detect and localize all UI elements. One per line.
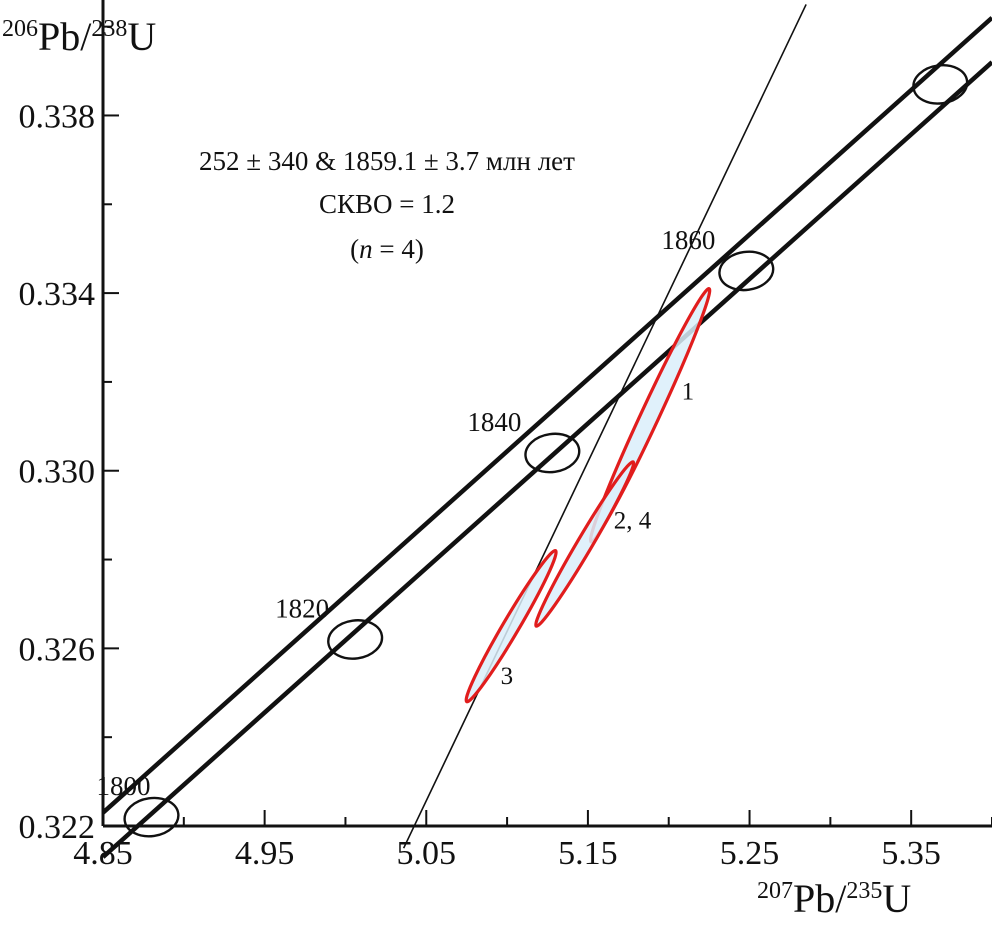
data-point-label: 1 (682, 379, 695, 406)
age-markers: 1800 1820 1840 1860 (96, 63, 969, 838)
age-marker-ellipse (524, 432, 581, 474)
annotation-mswd: СКВО = 1.2 (319, 189, 455, 219)
age-marker-ellipse (123, 796, 180, 838)
age-marker-label: 1840 (467, 407, 521, 437)
y-tick-label: 0.322 (19, 809, 96, 846)
x-tick-label: 5.25 (720, 835, 780, 872)
y-tick-label: 0.326 (19, 631, 96, 668)
annotation-age: 252 ± 340 & 1859.1 ± 3.7 млн лет (199, 146, 575, 176)
data-ellipse-2 (534, 460, 636, 628)
y-tick-label: 0.334 (19, 276, 96, 313)
x-tick-label: 5.05 (397, 835, 457, 872)
axes: 4.85 4.95 5.05 5.15 5.25 5.35 0.322 0.326 0.330 0… (19, 0, 992, 872)
age-marker-label: 1820 (275, 593, 329, 623)
age-marker-ellipse (718, 250, 775, 292)
data-point-label: 3 (501, 663, 514, 690)
discordia-line-path (402, 4, 807, 849)
x-tick-label: 5.15 (558, 835, 618, 872)
y-tick-label: 0.330 (19, 454, 96, 491)
annotation-n: (n = 4) (350, 234, 424, 264)
y-tick-label: 0.338 (19, 98, 96, 135)
x-axis-title: 207Pb/235U (757, 876, 911, 921)
y-axis-title: 206Pb/238U (2, 14, 156, 59)
concordia-upper-line (101, 16, 992, 815)
x-tick-label: 5.35 (881, 835, 941, 872)
x-tick-label: 4.85 (73, 835, 133, 872)
concordia-lower-line (101, 60, 992, 859)
discordia-line (402, 4, 807, 849)
age-marker-label: 1800 (96, 771, 150, 801)
age-marker-ellipse (327, 619, 384, 660)
age-marker-label: 1860 (661, 225, 715, 255)
x-tick-label: 4.95 (235, 835, 295, 872)
data-ellipse-3 (464, 548, 558, 704)
age-marker-ellipse (912, 63, 969, 105)
data-ellipses: 1 2, 4 3 (464, 286, 712, 704)
data-point-label: 2, 4 (614, 507, 652, 534)
concordia-band (101, 16, 992, 859)
